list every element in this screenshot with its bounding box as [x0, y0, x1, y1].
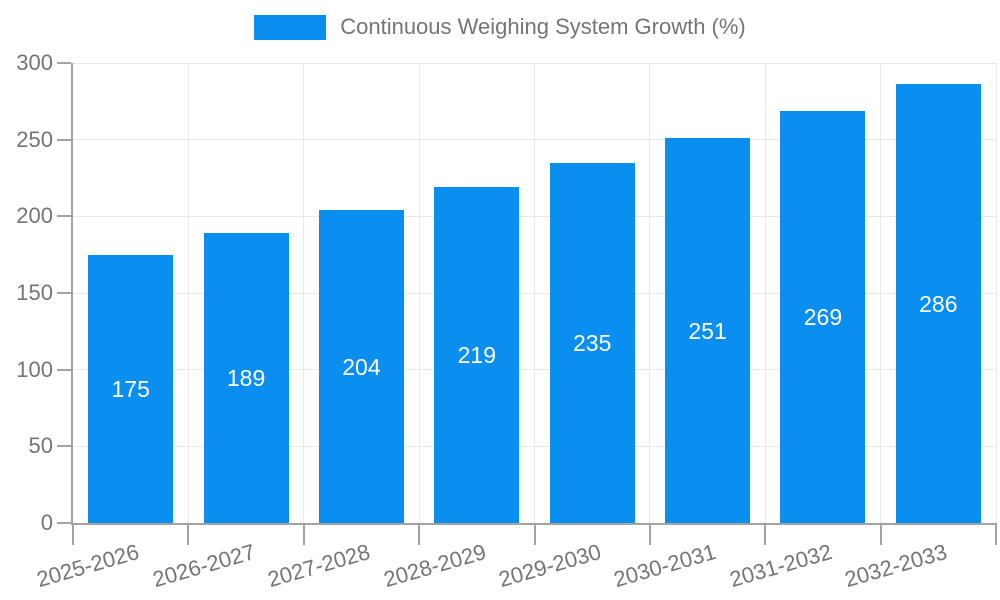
y-tick-label: 200 [16, 203, 53, 229]
bar-value-label: 204 [342, 353, 381, 380]
y-axis-tick [57, 445, 71, 448]
x-gridline [880, 63, 882, 523]
legend-swatch [254, 14, 327, 40]
bar-value-label: 269 [803, 303, 843, 330]
bar-value-label: 286 [919, 290, 958, 317]
x-tick-label: 2031-2032 [726, 539, 835, 593]
bar-value-label: 189 [226, 365, 266, 392]
y-axis-line [71, 63, 73, 523]
y-tick-label: 0 [40, 510, 53, 535]
x-gridline [187, 63, 189, 523]
bar-value-label: 219 [457, 342, 496, 369]
y-axis-tick [57, 522, 71, 524]
x-tick-label: 2032-2033 [841, 539, 950, 593]
y-axis-tick [57, 368, 71, 371]
bar-2025-2026[interactable] [88, 254, 174, 523]
y-axis-tick [57, 215, 71, 218]
x-tick-label: 2027-2028 [265, 539, 374, 593]
plot-area: 0 50 100 150 200 250 300 175 2025-2026 189 2026-20… [16, 51, 997, 592]
x-axis-tick [418, 523, 421, 545]
bar-value-label: 235 [573, 329, 612, 356]
x-tick-label: 2026-2027 [149, 539, 258, 593]
x-gridline [303, 63, 305, 523]
bar-2026-2027[interactable] [203, 233, 289, 523]
x-tick-label: 2025-2026 [34, 539, 143, 593]
y-axis-tick [57, 138, 71, 141]
x-axis-tick [879, 523, 882, 545]
x-gridline [764, 63, 766, 523]
bar-value-label: 175 [111, 375, 150, 402]
x-axis-tick [187, 523, 190, 545]
x-gridline [649, 63, 651, 523]
y-tick-label: 250 [16, 126, 53, 152]
legend-label: Continuous Weighing System Growth (%) [340, 14, 746, 39]
bar-2029-2030[interactable] [549, 162, 635, 523]
x-axis-tick [72, 523, 74, 545]
x-gridline [418, 63, 420, 523]
x-tick-label: 2028-2029 [380, 539, 489, 593]
y-tick-label: 100 [16, 356, 53, 382]
x-axis-tick [533, 523, 536, 545]
x-tick-label: 2029-2030 [495, 539, 604, 593]
x-axis-tick [764, 523, 767, 545]
y-tick-label: 150 [16, 280, 53, 305]
x-axis-tick [995, 523, 997, 545]
bar-2028-2029[interactable] [434, 187, 520, 523]
bar-2030-2031[interactable] [665, 138, 751, 523]
bar-2027-2028[interactable] [318, 210, 404, 523]
legend[interactable]: Continuous Weighing System Growth (%) [0, 14, 1000, 40]
x-axis-tick [302, 523, 305, 545]
bar-value-label: 251 [688, 317, 727, 344]
x-gridline [995, 63, 997, 523]
y-tick-label: 50 [28, 433, 53, 459]
y-axis-tick [57, 292, 71, 294]
x-tick-label: 2030-2031 [611, 539, 720, 593]
bar-2031-2032[interactable] [780, 110, 866, 523]
x-axis-tick [648, 523, 651, 545]
bar-2032-2033[interactable] [895, 84, 981, 523]
x-gridline [534, 63, 535, 523]
y-tick-label: 300 [16, 50, 53, 75]
x-axis-line [71, 523, 996, 525]
y-axis-tick [57, 62, 71, 64]
